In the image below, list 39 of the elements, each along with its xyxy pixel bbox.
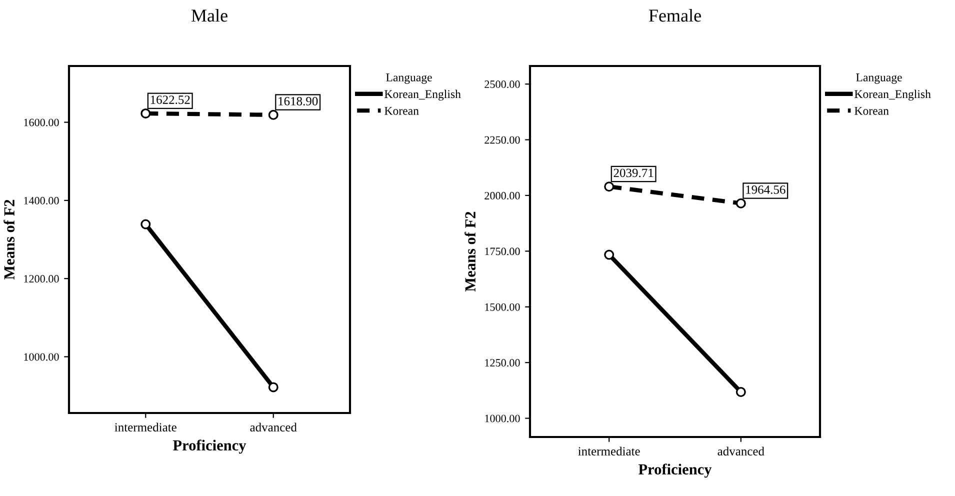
point	[604, 182, 614, 192]
y-axis-title: Means of F2	[4, 200, 15, 280]
data-label: 1618.90	[278, 96, 318, 106]
y-tick-label: 2250.00	[484, 136, 520, 144]
chart-title: Female	[648, 9, 701, 22]
y-tick-label: 1600.00	[24, 118, 59, 126]
y-tick-label: 1250.00	[485, 359, 520, 367]
y-tick-label: 2000.00	[484, 192, 520, 200]
data-label: 2039.71	[614, 168, 654, 178]
x-tick-label: intermediate	[578, 446, 640, 456]
y-tick-label: 1400.00	[24, 196, 59, 204]
legend-label: Korean	[854, 106, 889, 115]
y-axis-title: Means of F2	[464, 212, 476, 292]
legend-title: Language	[856, 74, 902, 84]
point	[604, 250, 614, 260]
x-tick-label: advanced	[250, 422, 297, 432]
x-tick-label: advanced	[718, 446, 764, 456]
legend-label: Korean	[384, 106, 419, 115]
x-axis-title: Proficiency	[172, 440, 246, 454]
y-tick-label: 2500.00	[484, 80, 520, 88]
x-axis-title: Proficiency	[638, 464, 712, 478]
point	[140, 108, 151, 118]
y-tick-label: 1000.00	[485, 414, 520, 422]
chart-title: Male	[191, 9, 228, 22]
legend-title: Language	[386, 74, 432, 84]
point	[268, 382, 278, 392]
point	[736, 386, 746, 397]
y-tick-label: 1200.00	[24, 275, 59, 283]
data-label: 1622.52	[150, 96, 190, 104]
y-tick-label: 1000.00	[24, 353, 59, 361]
point	[268, 110, 278, 120]
data-label: 1964.56	[746, 185, 786, 194]
point	[736, 198, 746, 208]
y-tick-label: 1750.00	[485, 248, 520, 256]
x-tick-label: intermediate	[114, 422, 176, 432]
legend-label: Korean_English	[854, 90, 931, 101]
legend-label: Korean_English	[384, 90, 461, 101]
y-tick-label: 1500.00	[485, 303, 520, 311]
point	[140, 219, 151, 230]
